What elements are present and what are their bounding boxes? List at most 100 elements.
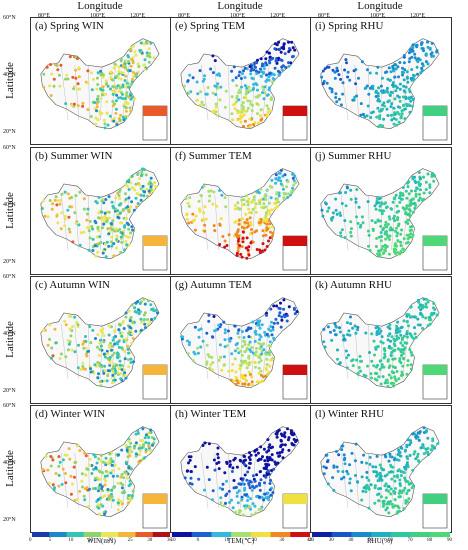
station-point <box>253 206 257 210</box>
station-point <box>358 359 362 363</box>
station-point <box>224 205 228 209</box>
station-point <box>430 41 434 45</box>
station-point <box>243 493 247 497</box>
station-point <box>320 75 324 79</box>
station-point <box>126 82 130 86</box>
station-point <box>227 369 231 373</box>
station-point <box>100 485 104 489</box>
station-point <box>291 186 295 190</box>
station-point <box>261 242 265 246</box>
lon-tick: 100°E <box>370 13 386 19</box>
station-point <box>203 441 207 445</box>
station-point <box>242 124 245 128</box>
station-point <box>126 501 130 505</box>
station-point <box>95 461 99 465</box>
station-point <box>381 107 385 111</box>
station-point <box>81 485 84 489</box>
station-point <box>245 366 249 370</box>
station-point <box>294 440 298 444</box>
station-point <box>132 360 136 364</box>
station-point <box>138 176 142 180</box>
station-point <box>71 482 74 486</box>
station-point <box>430 311 434 315</box>
station-point <box>88 219 92 223</box>
station-point <box>422 191 426 195</box>
station-point <box>374 365 378 369</box>
station-point <box>283 52 287 56</box>
station-point <box>127 331 131 335</box>
station-point <box>67 447 71 451</box>
station-point <box>143 67 147 71</box>
station-point <box>149 303 153 307</box>
station-point <box>209 189 213 193</box>
station-point <box>368 455 372 459</box>
station-point <box>241 361 245 365</box>
station-point <box>211 71 215 75</box>
station-point <box>118 363 122 367</box>
station-point <box>383 71 387 74</box>
station-point <box>335 66 339 70</box>
station-point <box>248 486 252 490</box>
station-point <box>418 323 422 327</box>
station-point <box>112 242 116 246</box>
station-point <box>82 197 86 201</box>
station-point <box>64 323 68 327</box>
station-point <box>433 174 436 178</box>
station-point <box>379 359 383 363</box>
station-point <box>408 443 412 447</box>
station-point <box>416 452 420 456</box>
station-point <box>117 498 121 502</box>
y-axis-title: Latitude <box>3 450 16 487</box>
colorbar-tick: 35 <box>167 538 172 543</box>
station-point <box>126 60 130 63</box>
station-point <box>78 190 82 194</box>
station-point <box>58 202 62 206</box>
lat-tick: 20°N <box>3 259 16 265</box>
station-point <box>117 203 121 207</box>
station-point <box>241 345 244 348</box>
station-point <box>244 458 247 462</box>
station-point <box>413 56 417 60</box>
station-point <box>321 214 325 218</box>
station-point <box>117 96 120 100</box>
station-point <box>100 217 104 221</box>
station-point <box>96 71 100 75</box>
station-point <box>123 371 127 375</box>
station-point <box>388 455 392 458</box>
station-point <box>231 466 235 470</box>
station-point <box>263 248 267 252</box>
station-point <box>230 95 234 99</box>
station-point <box>50 72 54 76</box>
station-point <box>115 246 118 250</box>
province-boundary <box>354 64 360 121</box>
station-point <box>393 219 397 223</box>
station-point <box>366 200 370 204</box>
station-point <box>280 59 284 62</box>
station-point <box>422 297 426 301</box>
station-point <box>132 97 136 101</box>
station-point <box>236 501 240 505</box>
station-point <box>119 231 123 234</box>
station-point <box>404 189 408 193</box>
station-point <box>115 123 119 127</box>
station-point <box>237 207 241 211</box>
station-point <box>359 369 362 373</box>
station-point <box>139 187 143 191</box>
station-point <box>102 201 106 205</box>
station-point <box>147 189 151 193</box>
station-point <box>339 214 343 217</box>
station-point <box>110 488 114 492</box>
station-point <box>104 255 108 259</box>
station-point <box>73 211 77 215</box>
colorbar-tick: 10 <box>68 538 74 543</box>
station-point <box>408 454 412 457</box>
province-boundary <box>214 194 220 251</box>
lon-tick: 80°E <box>38 13 51 19</box>
station-point <box>143 42 147 46</box>
station-point <box>218 189 222 192</box>
station-point <box>361 112 365 116</box>
station-point <box>138 460 141 464</box>
station-point <box>408 209 412 213</box>
station-point <box>392 117 396 120</box>
station-point <box>232 379 236 383</box>
